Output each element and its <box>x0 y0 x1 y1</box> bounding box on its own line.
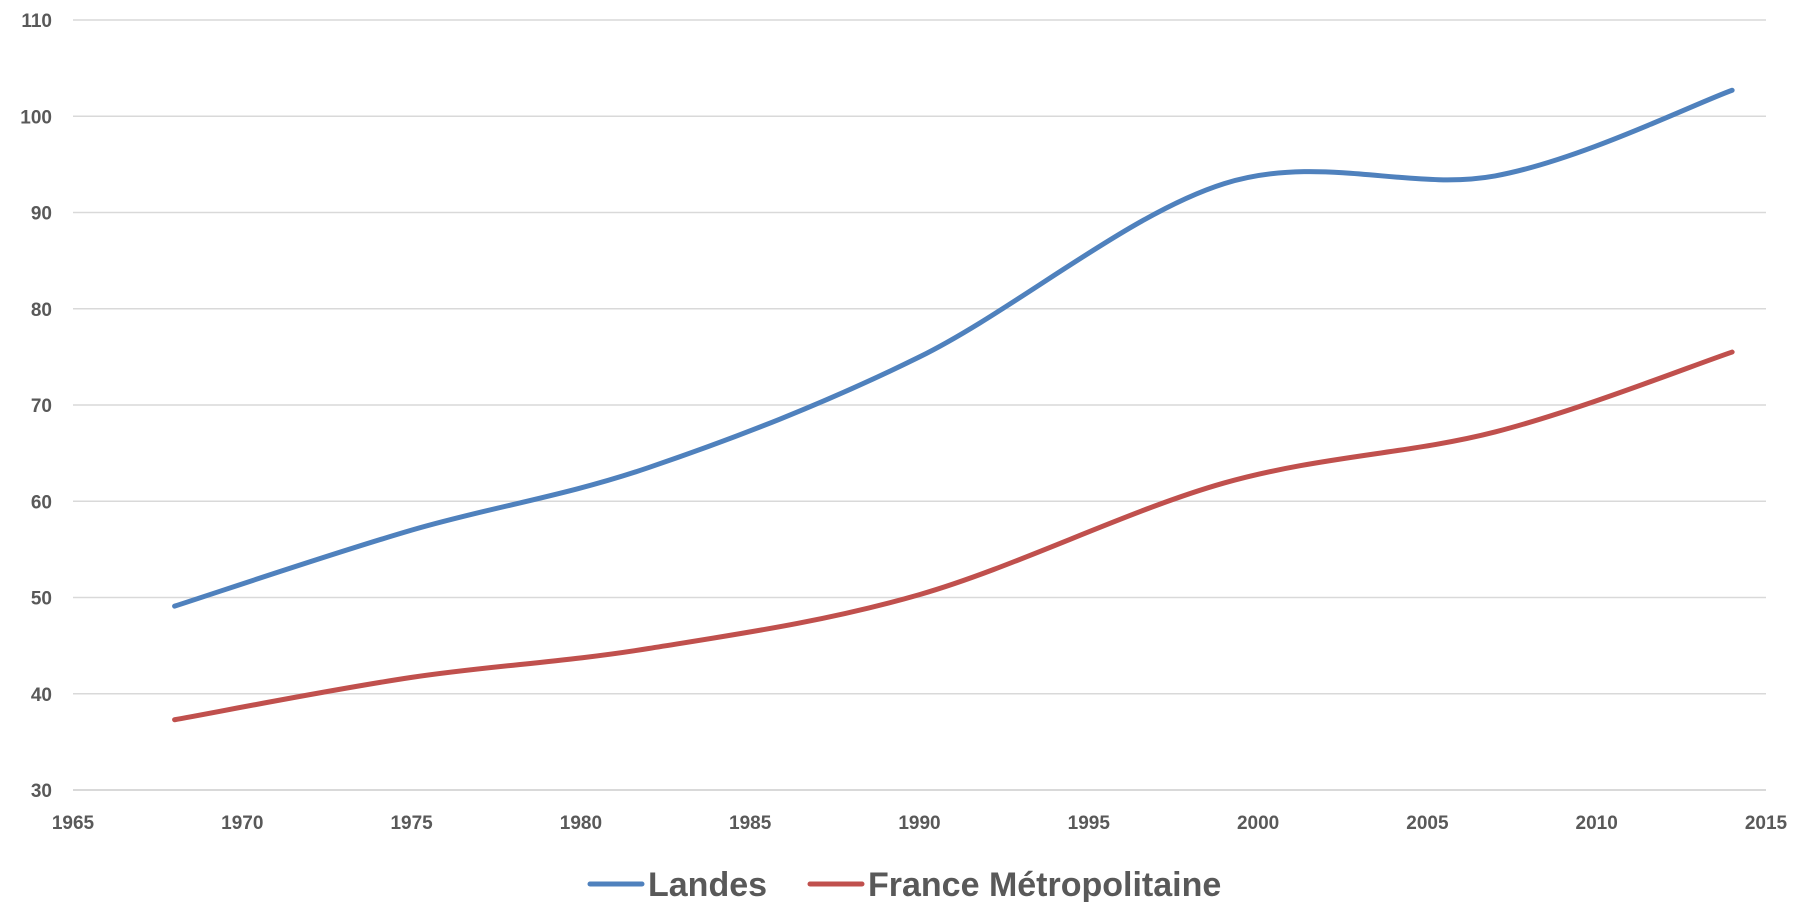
x-tick-label: 1975 <box>390 813 433 834</box>
x-tick-label: 2000 <box>1237 813 1279 834</box>
y-tick-label: 40 <box>31 685 52 706</box>
series-line-1 <box>172 349 1735 723</box>
legend-label-0: Landes <box>648 866 767 902</box>
y-tick-label: 70 <box>31 396 52 417</box>
x-tick-label: 1965 <box>52 813 95 834</box>
x-tick-label: 2015 <box>1745 813 1788 834</box>
x-tick-label: 1990 <box>898 813 940 834</box>
x-tick-label: 2010 <box>1576 813 1618 834</box>
series-lines <box>172 87 1735 723</box>
y-tick-label: 60 <box>31 492 52 513</box>
y-tick-label: 80 <box>31 300 52 321</box>
legend: Landes France Métropolitaine <box>587 866 1221 902</box>
gridlines <box>73 19 1766 791</box>
y-tick-label: 90 <box>31 204 52 225</box>
series-line-0 <box>172 87 1735 609</box>
x-tick-label: 1985 <box>729 813 772 834</box>
x-tick-label: 1980 <box>560 813 602 834</box>
x-axis-tick-labels: 1965 1970 1975 1980 1985 1990 1995 2000 2005 2010… <box>52 813 1788 834</box>
x-tick-label: 2005 <box>1406 813 1449 834</box>
y-tick-label: 110 <box>21 11 52 32</box>
y-tick-label: 30 <box>31 781 52 802</box>
legend-label-1: France Métropolitaine <box>868 866 1221 902</box>
y-tick-label: 50 <box>31 589 52 610</box>
x-tick-label: 1995 <box>1068 813 1111 834</box>
x-tick-label: 1970 <box>221 813 263 834</box>
y-axis-tick-labels: 30 40 50 60 70 80 90 100 110 <box>20 11 52 802</box>
y-tick-label: 100 <box>20 107 52 128</box>
